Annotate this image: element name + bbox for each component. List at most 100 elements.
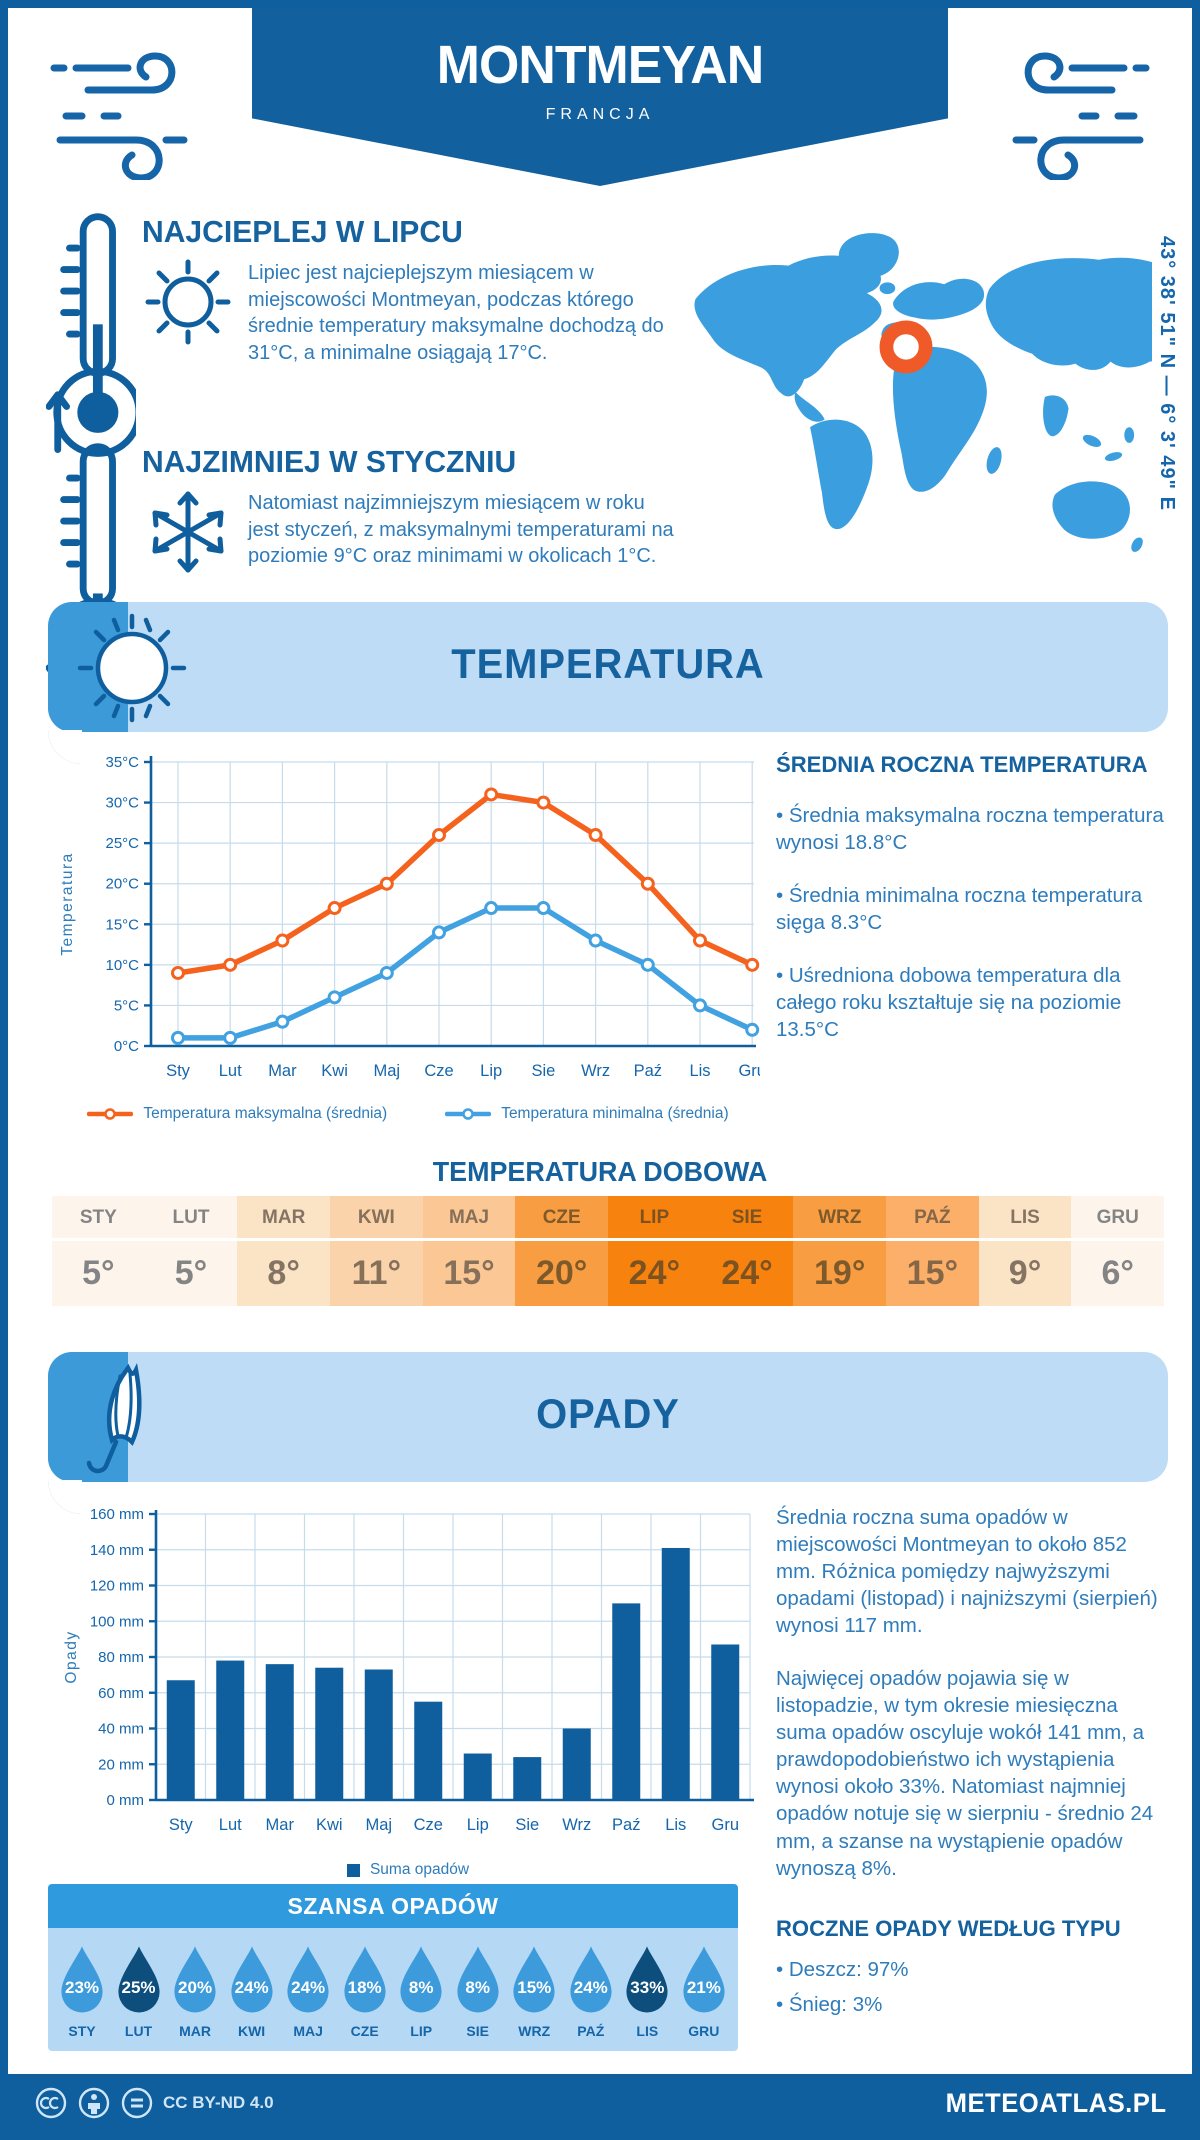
rain-chance-value: 20% (178, 1978, 213, 1997)
svg-text:10°C: 10°C (105, 957, 139, 974)
wind-icon (50, 52, 188, 180)
legend-label: Suma opadów (369, 1861, 470, 1878)
temperature-chart-legend: Temperatura maksymalna (średnia) Temperat… (56, 1105, 760, 1123)
droplet-icon (570, 1946, 612, 2013)
rain-chance-panel: SZANSA OPADÓW 23% STY 25% LUT 20% MAR 24% KWI 24… (48, 1884, 738, 2051)
legend-swatch (87, 1108, 134, 1120)
precipitation-types-heading: ROCZNE OPADY WEDŁUG TYPU (776, 1915, 1121, 1941)
coordinates-label: 43° 38' 51" N — 6° 3' 49" E (1156, 236, 1178, 511)
rain-chance-drop: 20% MAR (167, 1942, 223, 2039)
precipitation-paragraph: Średnia roczna suma opadów w miejscowośc… (776, 1506, 1158, 1638)
svg-text:Gru: Gru (738, 1062, 760, 1080)
droplet-icon (174, 1946, 216, 2013)
daily-temp-value: 24° (721, 1254, 773, 1292)
legend-swatch (346, 1863, 360, 1877)
precipitation-bar-chart: 0 mm 20 mm 40 mm 60 mm 80 mm 100 mm 120 mm 140 … (63, 1506, 754, 1834)
svg-text:Sty: Sty (169, 1816, 194, 1834)
world-map (660, 204, 1192, 576)
precipitation-chart-legend: Suma opadów (56, 1861, 760, 1879)
svg-text:0°C: 0°C (114, 1038, 139, 1055)
rain-chance-drop: 24% KWI (224, 1942, 280, 2039)
daily-temp-value: 6° (1101, 1254, 1134, 1292)
annual-temp-bullet: • Średnia maksymalna roczna temperatura … (776, 804, 1164, 855)
annual-temperature-heading: ŚREDNIA ROCZNA TEMPERATURA (776, 752, 1148, 777)
rain-chance-month: LIS (636, 2023, 659, 2039)
droplet-icon (117, 1946, 160, 2013)
coldest-month-title: NAJZIMNIEJ W STYCZNIU (142, 444, 517, 479)
svg-text:Paź: Paź (612, 1816, 640, 1834)
rain-chance-value: 15% (517, 1978, 552, 1997)
daily-temp-value: 5° (82, 1254, 115, 1292)
warmest-month-title: NAJCIEPLEJ W LIPCU (142, 214, 463, 249)
rain-chance-drop: 15% WRZ (506, 1942, 562, 2039)
rain-chance-value: 33% (630, 1978, 665, 1997)
rain-chance-drop: 18% CZE (337, 1942, 393, 2039)
daily-temp-month: CZE (515, 1196, 609, 1241)
droplet-icon (457, 1946, 499, 2013)
precipitation-summary: Średnia roczna suma opadów w miejscowośc… (776, 1504, 1172, 2026)
temperature-section-header: TEMPERATURA (48, 602, 1168, 764)
daily-temp-cell: MAJ 15° (422, 1196, 516, 1306)
rain-chance-month: LUT (124, 2023, 153, 2039)
precipitation-type-bullet: • Śnieg: 3% (776, 1992, 883, 2016)
svg-text:Sty: Sty (166, 1062, 191, 1080)
coldest-month-text: Natomiast najzimniejszym miesiącem w rok… (248, 492, 674, 568)
rain-chance-month: MAJ (293, 2023, 323, 2039)
rain-chance-value: 8% (408, 1978, 434, 1997)
svg-text:Wrz: Wrz (562, 1816, 591, 1834)
cc-nd-icon (121, 2087, 153, 2119)
daily-temp-cell: GRU 6° (1071, 1196, 1165, 1306)
svg-text:0 mm: 0 mm (107, 1792, 145, 1809)
daily-temp-cell: MAR 8° (237, 1196, 331, 1306)
daily-temp-value: 19° (814, 1254, 866, 1292)
sun-band-icon (77, 613, 187, 723)
svg-text:Wrz: Wrz (581, 1062, 610, 1080)
svg-text:80 mm: 80 mm (98, 1649, 144, 1666)
svg-text:Cze: Cze (414, 1816, 443, 1834)
warmest-month-block: NAJCIEPLEJ W LIPCU Lipiec jest najcieple… (46, 206, 676, 472)
rain-chance-value: 24% (291, 1978, 326, 1997)
daily-temp-cell: STY 5° (52, 1196, 145, 1306)
rain-chance-value: 18% (347, 1978, 382, 1997)
rain-chance-drop: 23% STY (54, 1942, 110, 2039)
svg-text:160 mm: 160 mm (90, 1506, 144, 1523)
svg-text:Lis: Lis (689, 1062, 710, 1080)
svg-text:40 mm: 40 mm (98, 1721, 144, 1738)
svg-text:Gru: Gru (711, 1816, 739, 1834)
daily-temp-month: PAŹ (886, 1196, 979, 1241)
daily-temp-cell: CZE 20° (515, 1196, 609, 1306)
annual-temperature-summary: ŚREDNIA ROCZNA TEMPERATURA • Średnia mak… (776, 752, 1172, 1069)
page-subtitle: FRANCJA (545, 106, 655, 123)
daily-temp-value: 15° (906, 1254, 959, 1292)
droplet-icon (400, 1946, 442, 2013)
svg-text:60 mm: 60 mm (98, 1685, 144, 1702)
umbrella-band-icon (86, 1362, 142, 1474)
annual-temp-bullet: • Uśredniona dobowa temperatura dla całe… (776, 964, 1122, 1042)
rain-chance-drop: 33% LIS (619, 1942, 675, 2039)
svg-text:100 mm: 100 mm (90, 1613, 144, 1630)
daily-temp-cell: LIS 9° (978, 1196, 1072, 1306)
droplet-icon (344, 1946, 386, 2013)
thermometer-high-icon (46, 213, 136, 457)
svg-text:30°C: 30°C (105, 795, 139, 812)
svg-text:Sie: Sie (515, 1816, 539, 1834)
world-map-graphic (694, 233, 1192, 552)
daily-temp-month: WRZ (793, 1196, 887, 1241)
precipitation-type-bullet: • Deszcz: 97% (776, 1957, 909, 1981)
svg-text:Maj: Maj (365, 1816, 392, 1834)
precipitation-section-header: OPADY (48, 1352, 1168, 1514)
droplet-icon (287, 1946, 329, 2013)
wind-icon (1012, 52, 1150, 180)
legend-item: Temperatura maksymalna (średnia) (87, 1105, 387, 1123)
rain-chance-value: 24% (573, 1978, 608, 1997)
svg-text:20°C: 20°C (105, 876, 139, 893)
page-title: MONTMEYAN (436, 35, 764, 95)
rain-chance-month: CZE (350, 2023, 379, 2039)
droplet-icon (61, 1946, 103, 2013)
svg-text:Kwi: Kwi (316, 1816, 343, 1834)
droplet-icon (231, 1946, 273, 2013)
rain-chance-value: 8% (465, 1978, 490, 1997)
rain-chance-value: 25% (121, 1978, 156, 1997)
rain-chance-month: KWI (237, 2023, 266, 2039)
